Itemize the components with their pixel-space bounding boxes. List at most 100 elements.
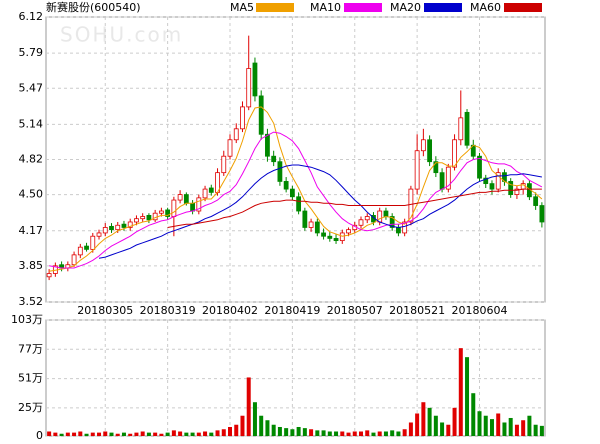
candle-body [227, 139, 233, 157]
volume-bar [271, 424, 276, 436]
volume-bar [84, 433, 89, 436]
volume-bar [240, 415, 245, 436]
candle-body [489, 183, 495, 190]
volume-bar [234, 424, 239, 436]
volume-bar [465, 357, 470, 436]
candle-body [240, 106, 245, 130]
legend-label: MA10 [310, 1, 341, 14]
candle-body [396, 227, 401, 234]
x-tick-label: 20180419 [264, 304, 320, 317]
volume-bar [346, 432, 351, 436]
volume-bar [103, 431, 108, 436]
volume-bar [228, 426, 233, 436]
volume-bar [171, 430, 176, 436]
volume-bar [128, 433, 133, 436]
legend-swatch [504, 3, 542, 12]
volume-bar [377, 431, 382, 436]
x-tick-label: 20180507 [327, 304, 383, 317]
candle-body [321, 232, 326, 237]
y-tick-label: 3.52 [19, 295, 44, 308]
volume-bar [408, 422, 413, 436]
volume-bar [371, 432, 376, 436]
volume-bar [221, 429, 226, 436]
candle-body [71, 254, 77, 266]
volume-bar [252, 402, 257, 436]
candle-body [514, 188, 520, 195]
candle-body [289, 188, 295, 198]
legend-swatch [424, 3, 462, 12]
ma-line [167, 188, 542, 228]
volume-bar [334, 431, 339, 436]
candle-body [333, 238, 339, 242]
volume-bar [452, 407, 457, 436]
volume-bar [415, 413, 420, 436]
volume-bar [134, 432, 139, 436]
candle-body [439, 172, 445, 190]
candle-body [495, 172, 501, 190]
volume-bar [259, 415, 264, 436]
volume-bar [109, 432, 114, 436]
candle-body [196, 197, 202, 212]
volume-bar [59, 433, 64, 436]
candle-body [271, 155, 277, 163]
volume-bar [159, 433, 164, 436]
x-tick-label: 20180521 [389, 304, 445, 317]
candle-body [84, 245, 89, 250]
candle-body [364, 216, 370, 221]
candle-body [327, 235, 333, 239]
y-tick-label: 0 [36, 429, 43, 440]
candle-body [308, 221, 314, 228]
volume-bar [65, 432, 70, 436]
volume-bar [508, 417, 513, 436]
y-tick-label: 3.85 [19, 259, 44, 272]
watermark: SOHU.com [60, 23, 183, 47]
candle-body [190, 202, 195, 212]
volume-bar [78, 431, 83, 436]
volume-bar [97, 432, 102, 436]
x-tick-label: 20180604 [452, 304, 508, 317]
candle-body [121, 223, 127, 228]
volume-bar [190, 432, 195, 436]
volume-bar [90, 432, 95, 436]
candle-body [77, 246, 83, 256]
y-tick-label: 4.82 [19, 153, 44, 166]
volume-bar [47, 431, 52, 436]
candle-body [339, 232, 345, 242]
candle-body [183, 194, 189, 204]
volume-bar [53, 432, 58, 436]
candle-body [265, 133, 270, 157]
candle-body [414, 150, 420, 190]
volume-bar [72, 432, 77, 436]
candle-body [445, 166, 451, 190]
volume-bar [471, 393, 476, 436]
volume-bar [365, 430, 370, 436]
candle-body [46, 273, 52, 278]
volume-bar [302, 428, 307, 436]
volume-bar [165, 432, 170, 436]
ma-line [49, 106, 543, 272]
y-tick-label: 103万 [11, 313, 43, 326]
candle-body [427, 139, 433, 163]
volume-bar [402, 429, 407, 436]
volume-bar [458, 348, 463, 436]
legend-swatch [344, 3, 382, 12]
candle-body [377, 210, 383, 223]
volume-bar [153, 432, 158, 436]
volume-bar [296, 426, 301, 436]
volume-bar [446, 424, 451, 436]
candle-body [115, 224, 121, 231]
volume-bar [290, 429, 295, 436]
legend-label: MA20 [390, 1, 421, 14]
volume-bar [383, 431, 388, 436]
volume-bar [115, 433, 120, 436]
candle-body [464, 111, 470, 146]
volume-bar [184, 432, 189, 436]
volume-bar [315, 430, 320, 436]
candle-body [165, 209, 171, 217]
volume-bar [215, 430, 220, 436]
legend-swatch [256, 3, 294, 12]
candle-body [96, 232, 102, 237]
volume-bar [265, 420, 270, 436]
x-tick-label: 20180402 [202, 304, 258, 317]
candle-body [109, 225, 114, 231]
